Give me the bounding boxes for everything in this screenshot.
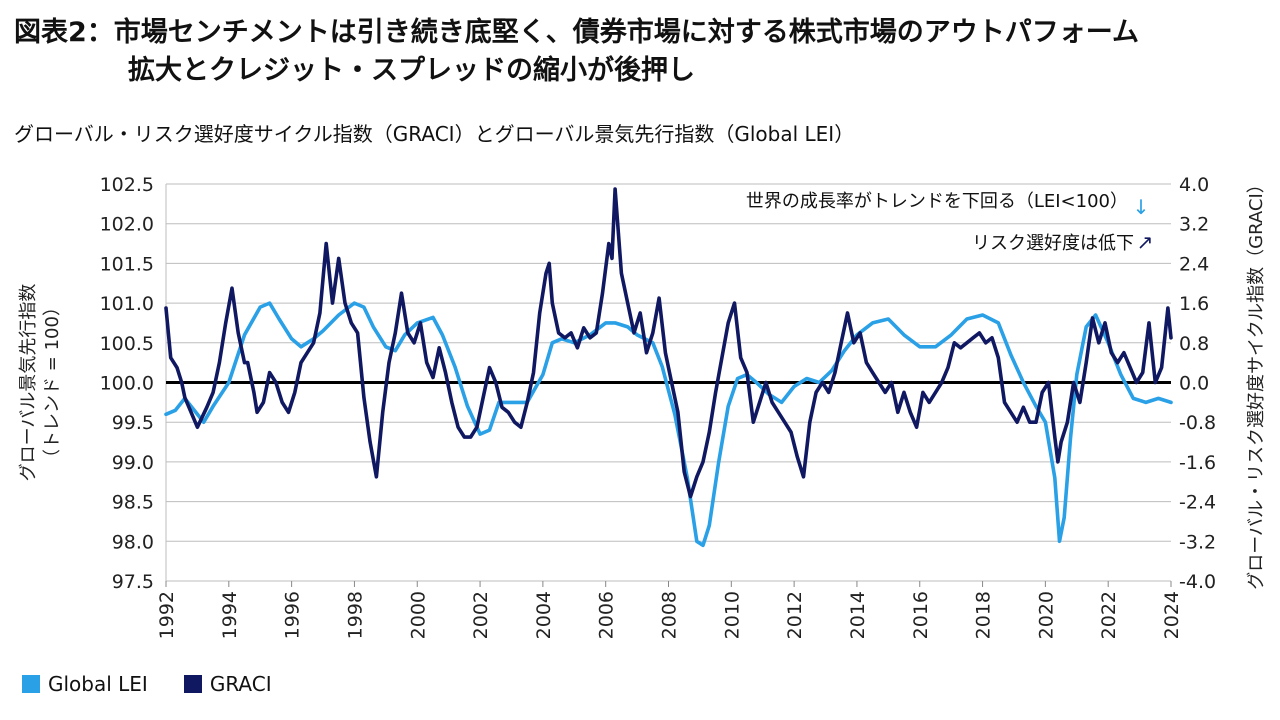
x-tick-label: 2018	[973, 591, 995, 639]
y-right-tick-label: -1.6	[1179, 452, 1216, 474]
legend-swatch-global-lei	[22, 675, 40, 693]
y-right-tick-label: -0.8	[1179, 412, 1216, 434]
x-tick-label: 2008	[659, 591, 681, 639]
y-right-tick-label: 0.8	[1179, 333, 1209, 355]
x-tick-label: 1996	[282, 591, 304, 639]
annotation-arrow-up-right-icon: ↗	[1137, 230, 1154, 254]
y-left-tick-label: 102.5	[100, 174, 154, 196]
legend-swatch-graci	[183, 675, 202, 693]
chart-title: 図表2：市場センチメントは引き続き底堅く、債券市場に対する株式市場のアウトパフォ…	[14, 14, 1264, 90]
y-left-axis-label-line-1: グローバル景気先行指数	[18, 284, 39, 482]
x-tick-label: 2002	[470, 591, 492, 639]
y-left-tick-label: 100.0	[100, 373, 154, 395]
annotation-arrow-down-icon: ↓	[1133, 195, 1150, 219]
y-right-tick-label: 2.4	[1179, 253, 1209, 275]
chart-subtitle: グローバル・リスク選好度サイクル指数（GRACI）とグローバル景気先行指数（Gl…	[14, 122, 855, 146]
legend-label-graci: GRACI	[209, 672, 272, 696]
title-line-2: 拡大とクレジット・スプレッドの縮小が後押し	[128, 55, 695, 86]
legend-item-graci: GRACI	[183, 672, 272, 696]
y-left-tick-label: 98.5	[112, 492, 154, 514]
annotation-risk-appetite-falling: リスク選好度は低下	[972, 233, 1134, 254]
y-left-tick-label: 101.5	[100, 253, 154, 275]
x-tick-label: 2016	[910, 591, 932, 639]
y-left-axis-label-line-2: （トレンド = 100）	[42, 298, 63, 467]
y-right-tick-label: 0.0	[1179, 373, 1209, 395]
x-tick-label: 2010	[721, 591, 743, 639]
x-tick-label: 2004	[533, 591, 555, 639]
y-right-tick-label: -3.2	[1179, 531, 1216, 553]
series-line-graci	[164, 187, 1173, 499]
series-line-global-lei	[164, 301, 1173, 548]
legend-label-global-lei: Global LEI	[48, 672, 148, 696]
x-tick-label: 1998	[344, 591, 366, 639]
y-right-tick-label: -2.4	[1179, 492, 1216, 514]
y-left-tick-label: 101.0	[100, 293, 154, 315]
y-left-tick-label: 99.5	[112, 412, 154, 434]
y-right-axis-label: グローバル・リスク選好度サイクル指数（GRACI）	[1246, 175, 1267, 590]
legend: Global LEI GRACI	[22, 672, 308, 696]
annotation-lei-below-trend: 世界の成長率がトレンドを下回る（LEI<100）	[746, 191, 1128, 212]
y-right-tick-label: -4.0	[1179, 571, 1216, 593]
legend-item-global-lei: Global LEI	[22, 672, 148, 696]
x-tick-label: 2006	[596, 591, 618, 639]
y-left-tick-label: 98.0	[112, 531, 154, 553]
x-tick-label: 2024	[1161, 591, 1183, 639]
title-line-1: 図表2：市場センチメントは引き続き底堅く、債券市場に対する株式市場のアウトパフォ…	[14, 17, 1139, 48]
y-left-tick-label: 97.5	[112, 571, 154, 593]
y-right-tick-label: 3.2	[1179, 214, 1209, 236]
y-right-tick-label: 4.0	[1179, 174, 1209, 196]
x-tick-label: 2022	[1098, 591, 1120, 639]
x-tick-label: 1994	[219, 591, 241, 639]
y-left-tick-label: 100.5	[100, 333, 154, 355]
x-tick-label: 2000	[407, 591, 429, 639]
chart-area: 102.5 4.0 102.0 3.2 101.5 2.4 101.0 1.6 100.5 0.8…	[18, 174, 1267, 639]
x-tick-label: 2020	[1035, 591, 1057, 639]
y-right-tick-label: 1.6	[1179, 293, 1209, 315]
x-tick-label: 1992	[156, 591, 178, 639]
x-tick-label: 2012	[784, 591, 806, 639]
y-left-tick-label: 99.0	[112, 452, 154, 474]
x-tick-label: 2014	[847, 591, 869, 639]
y-left-tick-label: 102.0	[100, 214, 154, 236]
